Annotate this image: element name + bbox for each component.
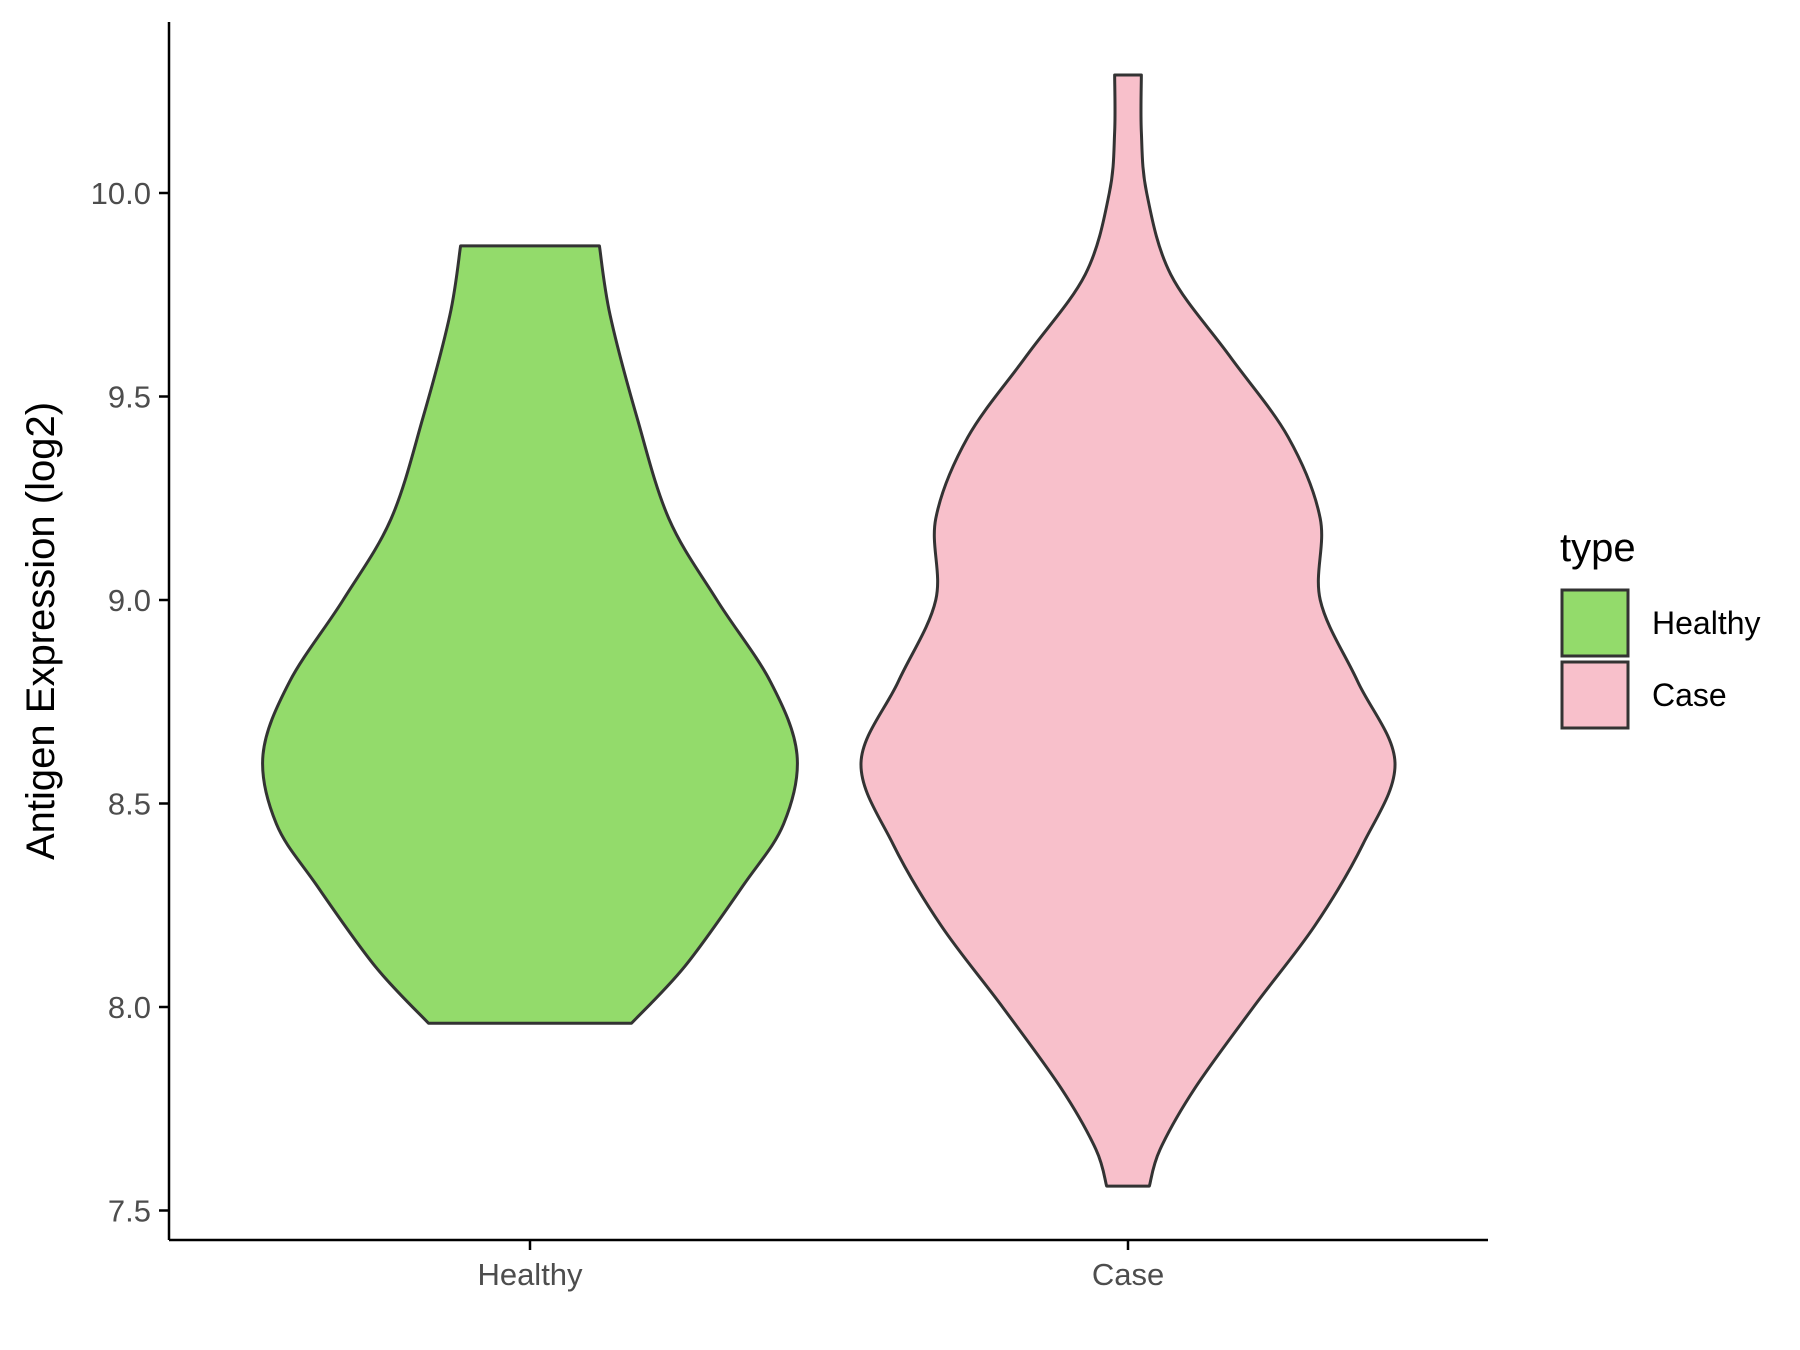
y-tick-label: 9.0 xyxy=(108,583,151,618)
legend-swatch-case xyxy=(1560,660,1630,730)
y-ticks: 7.5 8.0 8.5 9.0 9.5 10.0 xyxy=(91,176,169,1229)
y-tick-label: 9.5 xyxy=(108,380,151,415)
violin-healthy xyxy=(261,244,799,1025)
legend-swatch-healthy xyxy=(1560,588,1630,658)
legend-label-case: Case xyxy=(1652,677,1727,713)
plot-area xyxy=(261,73,1397,1188)
x-tick-label: Case xyxy=(1092,1257,1164,1292)
y-axis-title: Antigen Expression (log2) xyxy=(19,402,63,860)
y-tick-label: 8.5 xyxy=(108,787,151,822)
x-tick-label: Healthy xyxy=(477,1257,583,1292)
legend-title: type xyxy=(1560,526,1636,570)
y-tick-label: 8.0 xyxy=(108,990,151,1025)
x-ticks: Healthy Case xyxy=(477,1240,1164,1292)
y-tick-label: 10.0 xyxy=(91,176,151,211)
legend-label-healthy: Healthy xyxy=(1652,605,1761,641)
legend: type Healthy Case xyxy=(1560,526,1761,730)
axes xyxy=(167,22,1488,1242)
violin-case xyxy=(859,73,1397,1188)
y-tick-label: 7.5 xyxy=(108,1194,151,1229)
